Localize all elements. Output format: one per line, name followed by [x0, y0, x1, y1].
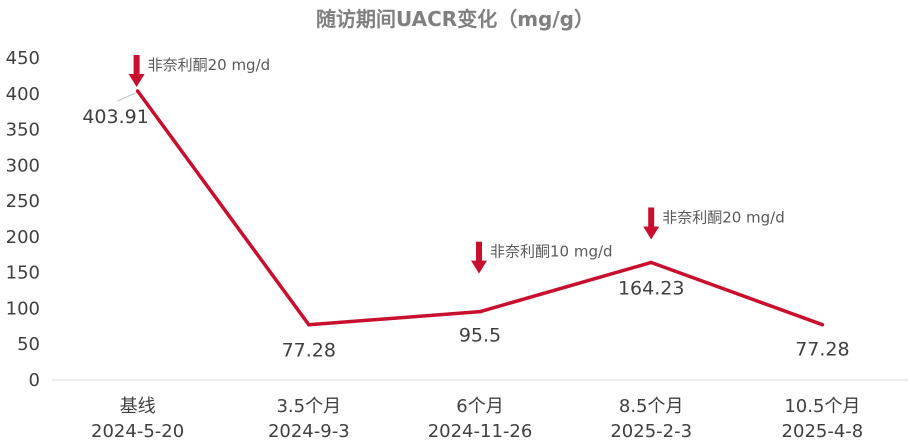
arrow-down-icon — [476, 241, 482, 262]
arrow-head-icon — [643, 226, 660, 240]
annotation-label: 非奈利酮10 mg/d — [490, 243, 613, 261]
data-label: 403.91 — [82, 106, 148, 128]
y-tick-label: 400 — [6, 84, 40, 105]
x-tick-date: 2024-5-20 — [91, 421, 184, 442]
data-point — [649, 260, 653, 265]
y-tick-label: 50 — [17, 334, 40, 355]
arrow-head-icon — [471, 260, 487, 274]
x-axis-labels: 基线 2024-5-20 3.5个月 2024-9-3 6个月 2024-11-26 8.5… — [91, 396, 863, 442]
dose-annotation: 非奈利酮10 mg/d — [471, 241, 613, 274]
dose-annotation: 非奈利酮20 mg/d — [128, 54, 271, 87]
annotations: 非奈利酮20 mg/d 非奈利酮10 mg/d 非奈利酮20 mg/d — [128, 54, 785, 274]
data-label: 95.5 — [459, 325, 501, 347]
chart-title: 随访期间UACR变化（mg/g） — [316, 7, 594, 31]
annotation-label: 非奈利酮20 mg/d — [148, 56, 271, 74]
x-tick-date: 2024-9-3 — [268, 421, 350, 442]
y-tick-label: 250 — [6, 191, 40, 212]
data-point — [820, 322, 825, 327]
data-point — [307, 322, 311, 327]
annotation-label: 非奈利酮20 mg/d — [662, 208, 785, 226]
y-tick-label: 100 — [6, 298, 40, 319]
arrow-head-icon — [128, 73, 145, 87]
arrow-down-icon — [648, 207, 655, 228]
data-label: 77.28 — [795, 339, 849, 361]
data-label: 164.23 — [618, 277, 684, 299]
arrow-down-icon — [133, 54, 140, 75]
y-axis: 0 50 100 150 200 250 300 350 400 450 — [6, 48, 40, 391]
y-tick-label: 350 — [6, 120, 40, 141]
y-tick-label: 200 — [6, 227, 40, 248]
y-tick-label: 0 — [29, 370, 40, 391]
x-tick-label: 3.5个月 — [276, 396, 341, 417]
x-tick-label: 10.5个月 — [784, 396, 860, 417]
label-leader-line — [117, 92, 136, 102]
x-tick-date: 2024-11-26 — [428, 421, 533, 442]
x-tick-date: 2025-2-3 — [610, 421, 692, 442]
data-point — [135, 89, 140, 93]
x-tick-label: 6个月 — [456, 396, 503, 417]
y-tick-label: 300 — [6, 155, 40, 176]
x-tick-label: 8.5个月 — [619, 396, 684, 417]
dose-annotation: 非奈利酮20 mg/d — [643, 207, 785, 240]
y-tick-label: 450 — [6, 48, 40, 69]
data-point — [478, 309, 482, 314]
data-label: 77.28 — [282, 340, 336, 362]
x-tick-label: 基线 — [120, 396, 156, 417]
x-tick-date: 2025-4-8 — [782, 421, 864, 442]
y-tick-label: 150 — [6, 263, 40, 284]
data-labels: 403.91 77.28 95.5 164.23 77.28 — [82, 92, 850, 362]
